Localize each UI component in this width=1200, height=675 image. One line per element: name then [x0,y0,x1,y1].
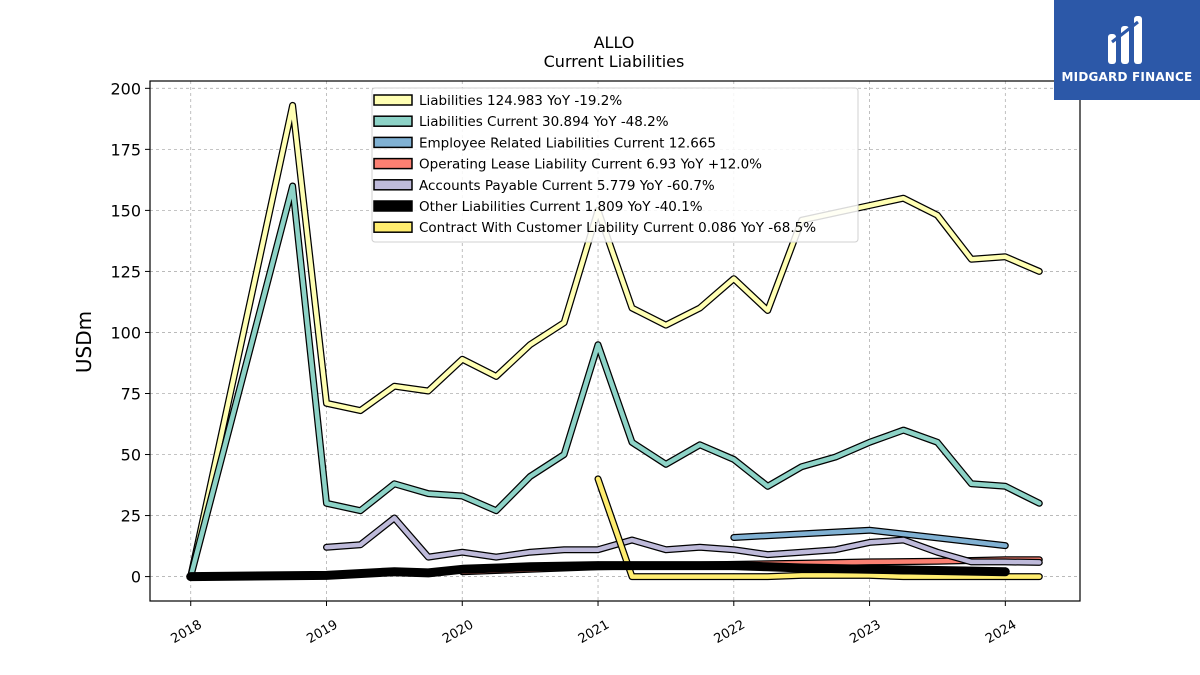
x-tick-label: 2022 [712,617,748,647]
y-tick-label: 150 [110,201,141,220]
series-outline [186,561,1010,582]
legend-swatch [373,136,413,149]
legend-entry: Employee Related Liabilities Current 12.… [419,135,716,151]
series-line [186,561,1010,582]
brand-logo: MIDGARD FINANCE [1054,0,1200,100]
series-line [323,514,1043,566]
brand-name: MIDGARD FINANCE [1061,70,1193,84]
y-axis: 0 25 50 75 100 125 150 175 200 [110,79,150,587]
x-tick-label: 2021 [576,617,612,647]
y-tick-label: 25 [121,507,141,526]
x-axis: 2018 2019 2020 2021 2022 2023 2024 [169,601,1019,647]
legend-swatch [373,179,413,191]
legend-swatch [373,115,413,127]
chart-subtitle: Current Liabilities [544,52,685,71]
legend-entry: Liabilities Current 30.894 YoY -48.2% [419,114,669,130]
series-line [594,475,1043,581]
y-tick-label: 175 [110,140,141,159]
legend-swatch [373,221,413,233]
series-stroke [188,103,1042,579]
x-tick-label: 2023 [847,617,883,647]
y-axis-label: USDm [72,311,96,373]
brand-mark-icon [1108,16,1142,64]
y-tick-label: 75 [121,384,141,403]
chart-title: ALLO [594,33,635,52]
y-tick-label: 125 [110,262,141,281]
series-lines [186,101,1043,582]
legend-entry: Other Liabilities Current 1.809 YoY -40.… [419,199,703,215]
x-tick-label: 2024 [983,617,1019,647]
series-stroke [731,527,1008,548]
y-tick-label: 0 [131,568,141,587]
x-tick-label: 2020 [440,617,476,647]
legend-box [371,87,859,243]
series-line [187,182,1043,581]
legend-swatch [373,94,413,106]
plot-frame [149,80,1081,602]
legend-entry: Accounts Payable Current 5.779 YoY -60.7… [419,178,715,194]
y-tick-label: 100 [110,323,141,342]
legend: Liabilities 124.983 YoY -19.2% Liabilitie… [371,87,859,243]
series-stroke [595,476,1042,579]
x-tick-label: 2018 [169,617,205,647]
series-stroke [188,183,1042,579]
series-line [187,101,1043,581]
series-stroke [324,515,1042,565]
legend-swatch [373,200,413,212]
legend-entry: Operating Lease Liability Current 6.93 Y… [419,157,762,173]
y-tick-label: 200 [110,79,141,98]
series-line [730,526,1009,550]
x-tick-label: 2019 [304,617,340,647]
legend-entry: Contract With Customer Liability Current… [419,220,816,236]
legend-swatch [373,157,413,170]
legend-entry: Liabilities 124.983 YoY -19.2% [419,93,622,109]
y-tick-label: 50 [121,446,141,465]
